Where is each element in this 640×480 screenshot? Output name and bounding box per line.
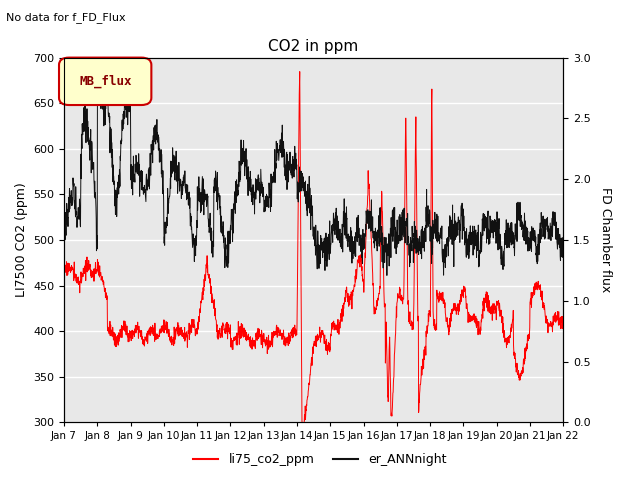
FancyBboxPatch shape <box>59 58 152 105</box>
Y-axis label: LI7500 CO2 (ppm): LI7500 CO2 (ppm) <box>15 182 28 298</box>
Legend: li75_co2_ppm, er_ANNnight: li75_co2_ppm, er_ANNnight <box>188 448 452 471</box>
Text: MB_flux: MB_flux <box>79 75 132 88</box>
Text: No data for f_FD_Flux: No data for f_FD_Flux <box>6 12 126 23</box>
Title: CO2 in ppm: CO2 in ppm <box>268 39 359 54</box>
Y-axis label: FD Chamber flux: FD Chamber flux <box>598 187 611 293</box>
